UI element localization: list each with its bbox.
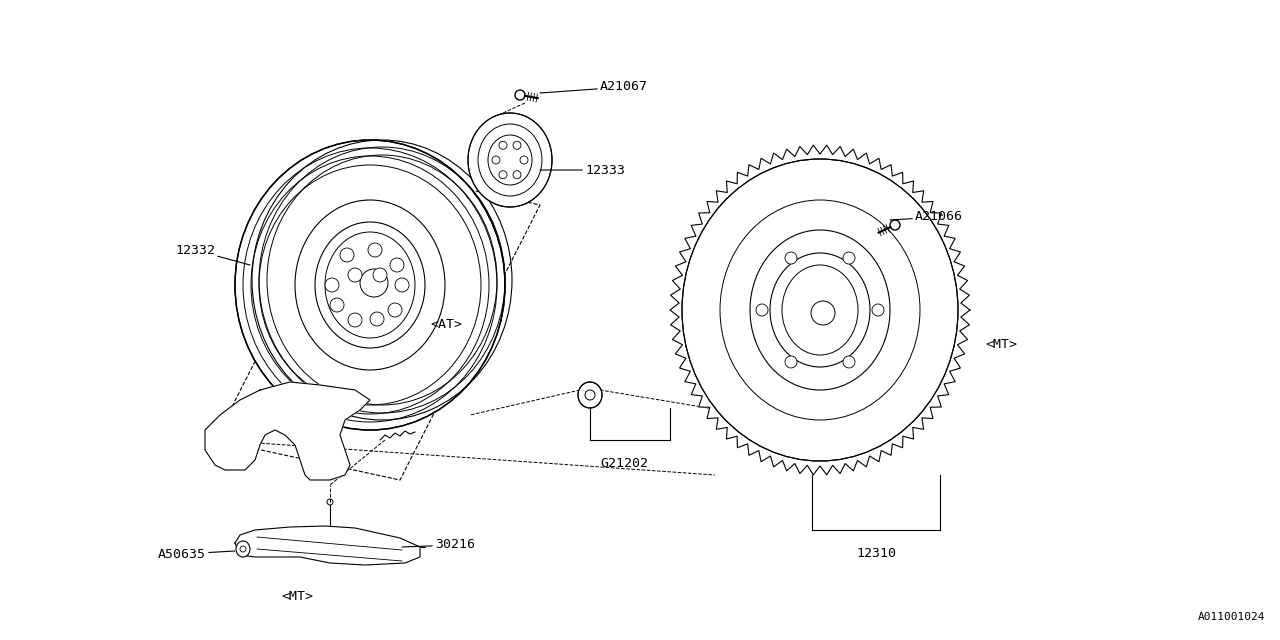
- Ellipse shape: [348, 268, 362, 282]
- Ellipse shape: [330, 298, 344, 312]
- Ellipse shape: [315, 222, 425, 348]
- Text: 12310: 12310: [856, 547, 896, 560]
- Polygon shape: [205, 382, 370, 480]
- Ellipse shape: [236, 541, 250, 557]
- Ellipse shape: [515, 90, 525, 100]
- Text: <AT>: <AT>: [430, 319, 462, 332]
- Text: 12332: 12332: [175, 243, 250, 265]
- Ellipse shape: [390, 258, 404, 272]
- Text: A21066: A21066: [890, 211, 963, 223]
- Ellipse shape: [756, 304, 768, 316]
- Text: A011001024: A011001024: [1198, 612, 1265, 622]
- Text: A50635: A50635: [157, 547, 236, 561]
- Ellipse shape: [372, 268, 387, 282]
- Text: 12333: 12333: [540, 163, 625, 177]
- Ellipse shape: [785, 252, 797, 264]
- Ellipse shape: [579, 382, 602, 408]
- Polygon shape: [236, 526, 420, 565]
- Text: 30216: 30216: [402, 538, 475, 552]
- Text: <MT>: <MT>: [282, 590, 314, 603]
- Text: <MT>: <MT>: [986, 339, 1018, 351]
- Ellipse shape: [682, 159, 957, 461]
- Text: G21202: G21202: [600, 457, 648, 470]
- Text: A21067: A21067: [540, 81, 648, 93]
- Ellipse shape: [388, 303, 402, 317]
- Ellipse shape: [468, 113, 552, 207]
- Ellipse shape: [236, 140, 506, 430]
- Ellipse shape: [396, 278, 410, 292]
- Ellipse shape: [340, 248, 355, 262]
- Ellipse shape: [370, 312, 384, 326]
- Ellipse shape: [844, 356, 855, 368]
- Ellipse shape: [785, 356, 797, 368]
- Ellipse shape: [369, 243, 381, 257]
- Ellipse shape: [890, 220, 900, 230]
- Ellipse shape: [771, 253, 870, 367]
- Ellipse shape: [844, 252, 855, 264]
- Polygon shape: [669, 145, 970, 475]
- Ellipse shape: [325, 278, 339, 292]
- Ellipse shape: [348, 313, 362, 327]
- Ellipse shape: [872, 304, 884, 316]
